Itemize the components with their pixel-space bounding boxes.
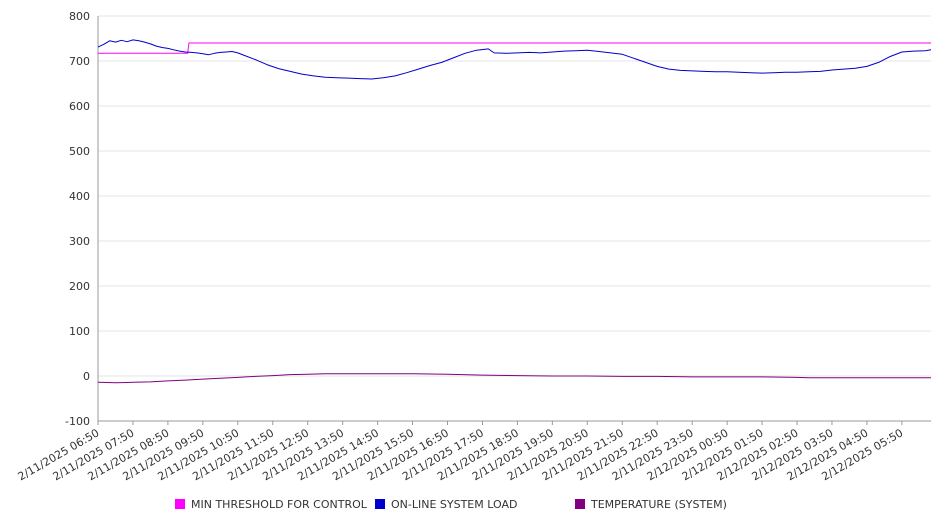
gridlines — [98, 15, 931, 377]
legend-swatch-icon — [575, 499, 585, 509]
x-axis-tick-labels: 2/11/2025 06:502/11/2025 07:502/11/2025 … — [16, 426, 906, 483]
y-tick-label: 500 — [69, 145, 90, 158]
chart-legend: MIN THRESHOLD FOR CONTROL ON-LINE SYSTEM… — [0, 498, 946, 516]
y-tick-label: -100 — [65, 415, 90, 428]
y-tick-label: 100 — [69, 325, 90, 338]
legend-label: ON-LINE SYSTEM LOAD — [391, 498, 518, 511]
y-tick-label: 300 — [69, 235, 90, 248]
legend-item-min-threshold: MIN THRESHOLD FOR CONTROL — [175, 498, 367, 512]
series-lines — [97, 39, 932, 384]
y-axis-tick-labels: -100 0 100 200 300 400 500 600 700 800 — [65, 10, 90, 428]
y-tick-label: 200 — [69, 280, 90, 293]
y-tick-label: 600 — [69, 100, 90, 113]
y-tick-label: 700 — [69, 55, 90, 68]
legend-swatch-icon — [375, 499, 385, 509]
legend-label: MIN THRESHOLD FOR CONTROL — [191, 498, 367, 511]
series-line-2 — [97, 39, 932, 80]
series-line-1 — [98, 42, 931, 54]
legend-swatch-icon — [175, 499, 185, 509]
y-tick-label: 800 — [69, 10, 90, 23]
legend-label: TEMPERATURE (SYSTEM) — [591, 498, 727, 511]
y-tick-label: 0 — [83, 370, 90, 383]
series-line-3 — [97, 373, 931, 384]
legend-item-system-load: ON-LINE SYSTEM LOAD — [375, 498, 517, 512]
legend-item-temperature: TEMPERATURE (SYSTEM) — [575, 498, 727, 512]
y-tick-label: 400 — [69, 190, 90, 203]
axes — [97, 16, 931, 425]
